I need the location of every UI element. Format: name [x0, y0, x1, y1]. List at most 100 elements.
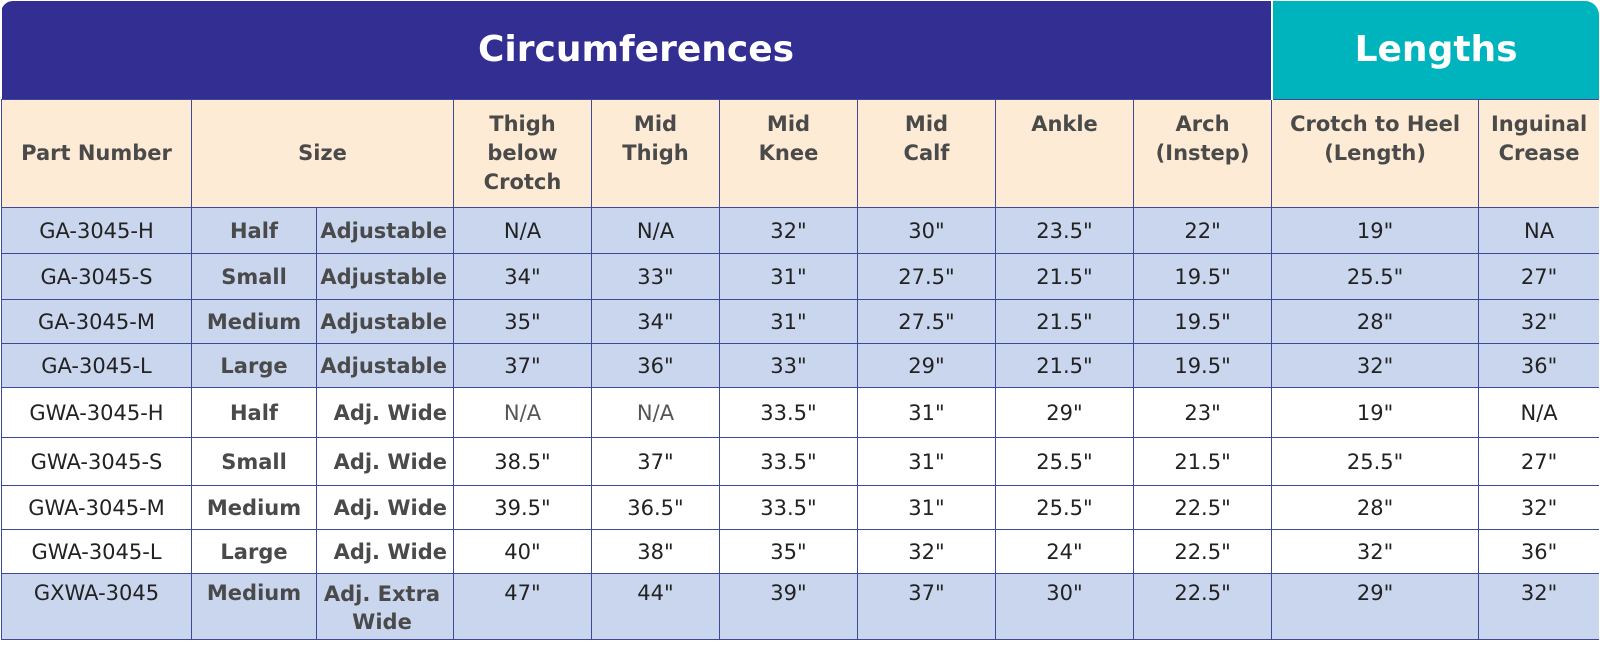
cell-part-number: GWA-3045-L [1, 529, 192, 574]
header-thigh-below-crotch: Thigh below Crotch [453, 99, 592, 208]
cell-mid-thigh: 38" [591, 529, 720, 574]
cell-thigh-below-crotch: N/A [453, 207, 592, 254]
lengths-group-title: Lengths [1270, 1, 1599, 100]
cell-part-number: GWA-3045-S [1, 437, 192, 486]
cell-thigh-below-crotch: 40" [453, 529, 592, 574]
cell-thigh-below-crotch: 47" [453, 573, 592, 640]
cell-thigh-below-crotch: 37" [453, 343, 592, 388]
cell-crotch-to-heel: 32" [1271, 343, 1480, 388]
cell-inguinal-crease: 32" [1478, 485, 1599, 530]
cell-size: Half [191, 387, 317, 438]
header-inguinal-crease: Inguinal Crease [1478, 99, 1599, 208]
table-row: GWA-3045-S Small Adj. Wide 38.5" 37" 33.5" 31"… [1, 437, 1599, 486]
cell-crotch-to-heel: 28" [1271, 299, 1480, 344]
cell-type: Adj. Extra Wide [316, 573, 454, 640]
cell-ankle: 25.5" [995, 485, 1134, 530]
header-arch: Arch (Instep) [1132, 99, 1273, 208]
header-line: Arch [1175, 112, 1230, 136]
cell-inguinal-crease: N/A [1478, 387, 1599, 438]
table-row: GA-3045-L Large Adjustable 37" 36" 33" 29" 21.5… [1, 343, 1599, 388]
cell-type: Adj. Wide [316, 529, 454, 574]
table-row: GWA-3045-M Medium Adj. Wide 39.5" 36.5" 33.5"… [1, 485, 1599, 530]
cell-part-number: GA-3045-L [1, 343, 192, 388]
cell-mid-knee: 35" [719, 529, 858, 574]
cell-type: Adj. Wide [316, 387, 454, 438]
cell-arch: 19.5" [1132, 253, 1273, 300]
table-body: GA-3045-H Half Adjustable N/A N/A 32" 30" 23.5"… [1, 207, 1599, 640]
table-row: GA-3045-M Medium Adjustable 35" 34" 31" 27.5" 2… [1, 299, 1599, 344]
cell-part-number: GXWA-3045 [1, 573, 192, 640]
cell-inguinal-crease: 32" [1478, 573, 1599, 640]
cell-ankle: 21.5" [995, 299, 1134, 344]
cell-type: Adj. Wide [316, 485, 454, 530]
header-line: Crease [1498, 141, 1580, 165]
cell-arch: 19.5" [1132, 343, 1273, 388]
circumferences-group-title: Circumferences [1, 1, 1272, 100]
cell-crotch-to-heel: 29" [1271, 573, 1480, 640]
header-crotch-to-heel: Crotch to Heel (Length) [1271, 99, 1480, 208]
cell-size: Small [191, 253, 317, 300]
cell-mid-thigh: 33" [591, 253, 720, 300]
cell-crotch-to-heel: 19" [1271, 207, 1480, 254]
cell-arch: 22" [1132, 207, 1273, 254]
cell-part-number: GA-3045-H [1, 207, 192, 254]
table-row: GA-3045-H Half Adjustable N/A N/A 32" 30" 23.5"… [1, 207, 1599, 254]
header-line: Thigh [622, 141, 689, 165]
cell-mid-knee: 33.5" [719, 437, 858, 486]
cell-arch: 22.5" [1132, 485, 1273, 530]
cell-inguinal-crease: 36" [1478, 529, 1599, 574]
cell-type: Adjustable [316, 207, 454, 254]
cell-mid-calf: 27.5" [857, 253, 996, 300]
cell-arch: 23" [1132, 387, 1273, 438]
cell-inguinal-crease: 27" [1478, 437, 1599, 486]
cell-size: Medium [191, 485, 317, 530]
cell-type: Adjustable [316, 343, 454, 388]
cell-ankle: 25.5" [995, 437, 1134, 486]
header-line: Crotch to Heel [1290, 112, 1461, 136]
cell-arch: 19.5" [1132, 299, 1273, 344]
cell-mid-thigh: N/A [591, 387, 720, 438]
cell-mid-thigh: 44" [591, 573, 720, 640]
cell-inguinal-crease: 36" [1478, 343, 1599, 388]
cell-mid-knee: 39" [719, 573, 858, 640]
cell-inguinal-crease: NA [1478, 207, 1599, 254]
cell-mid-calf: 27.5" [857, 299, 996, 344]
table-row: GWA-3045-L Large Adj. Wide 40" 38" 35" 32" 24" 2… [1, 529, 1599, 574]
size-table: Circumferences Lengths Part Number Size … [1, 1, 1599, 640]
cell-inguinal-crease: 32" [1478, 299, 1599, 344]
cell-mid-calf: 29" [857, 343, 996, 388]
header-line: Inguinal [1490, 112, 1588, 136]
cell-mid-calf: 32" [857, 529, 996, 574]
cell-ankle: 21.5" [995, 343, 1134, 388]
cell-size: Large [191, 529, 317, 574]
table-row: GA-3045-S Small Adjustable 34" 33" 31" 27.5" 21… [1, 253, 1599, 300]
table-row: GWA-3045-H Half Adj. Wide N/A N/A 33.5" 31" 29"… [1, 387, 1599, 438]
header-size: Size [191, 99, 454, 208]
header-mid-knee: Mid Knee [719, 99, 858, 208]
cell-mid-calf: 31" [857, 387, 996, 438]
header-mid-calf: Mid Calf [857, 99, 996, 208]
cell-mid-knee: 31" [719, 299, 858, 344]
cell-thigh-below-crotch: 35" [453, 299, 592, 344]
cell-thigh-below-crotch: 34" [453, 253, 592, 300]
header-line: Mid [904, 112, 949, 136]
cell-ankle: 29" [995, 387, 1134, 438]
cell-thigh-below-crotch: N/A [453, 387, 592, 438]
cell-inguinal-crease: 27" [1478, 253, 1599, 300]
cell-mid-calf: 31" [857, 437, 996, 486]
cell-part-number: GWA-3045-H [1, 387, 192, 438]
header-line: Knee [758, 141, 819, 165]
cell-type: Adjustable [316, 299, 454, 344]
cell-mid-calf: 37" [857, 573, 996, 640]
cell-type: Adjustable [316, 253, 454, 300]
cell-crotch-to-heel: 25.5" [1271, 253, 1480, 300]
header-line: Thigh [489, 112, 556, 136]
cell-ankle: 30" [995, 573, 1134, 640]
cell-mid-thigh: 36" [591, 343, 720, 388]
cell-ankle: 23.5" [995, 207, 1134, 254]
group-header-row: Circumferences Lengths [1, 1, 1599, 100]
cell-size: Small [191, 437, 317, 486]
cell-mid-calf: 31" [857, 485, 996, 530]
cell-ankle: 24" [995, 529, 1134, 574]
